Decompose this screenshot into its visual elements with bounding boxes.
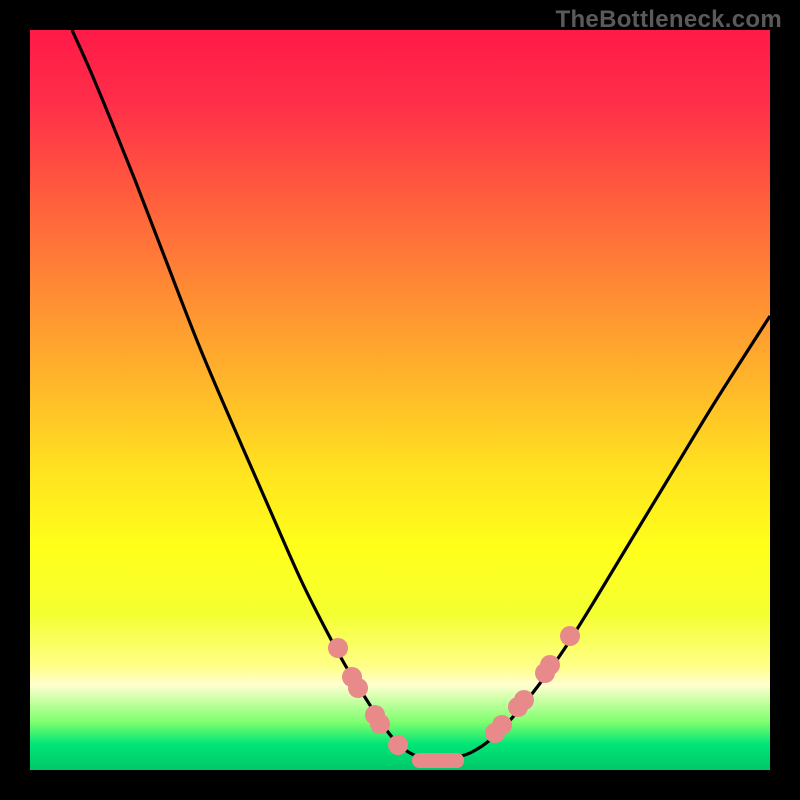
- gradient-background: [30, 30, 770, 770]
- optimal-range-bar: [412, 753, 464, 768]
- watermark-text: TheBottleneck.com: [556, 6, 782, 34]
- bottleneck-chart: [0, 0, 800, 800]
- marker-point: [370, 714, 390, 734]
- marker-point: [514, 690, 534, 710]
- marker-point: [328, 638, 348, 658]
- marker-point: [560, 626, 580, 646]
- marker-point: [388, 735, 408, 755]
- marker-point: [540, 655, 560, 675]
- marker-point: [492, 715, 512, 735]
- marker-point: [348, 678, 368, 698]
